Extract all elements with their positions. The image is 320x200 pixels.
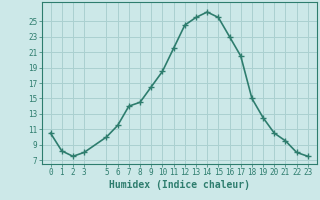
- X-axis label: Humidex (Indice chaleur): Humidex (Indice chaleur): [109, 180, 250, 190]
